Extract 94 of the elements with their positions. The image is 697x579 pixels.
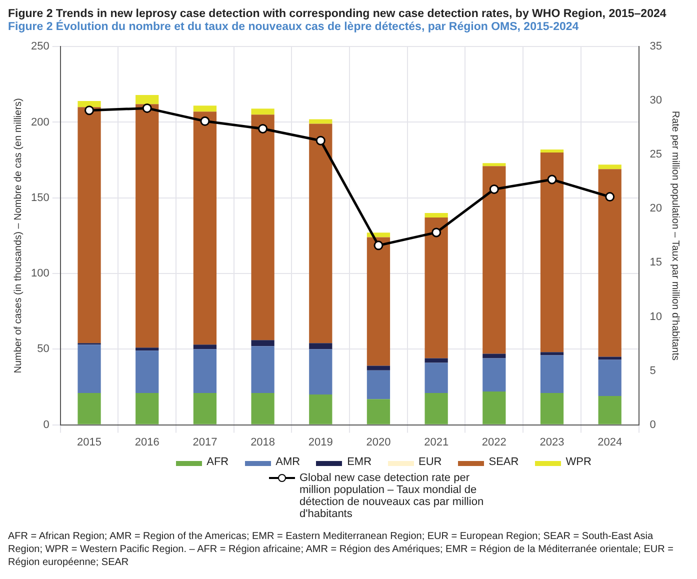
- bar: [251, 346, 274, 394]
- x-tick-label: 2015: [77, 436, 102, 448]
- bar: [482, 166, 506, 354]
- x-tick-label: 2020: [366, 436, 391, 448]
- x-tick-label: 2017: [192, 436, 218, 448]
- bar: [309, 349, 332, 395]
- bar: [482, 358, 506, 392]
- bar: [136, 348, 159, 351]
- point: [200, 116, 210, 126]
- bar: [540, 152, 564, 352]
- bar: [136, 104, 159, 348]
- bar: [78, 101, 101, 108]
- x-tick-label: 2023: [540, 436, 564, 448]
- point: [374, 240, 384, 250]
- bar: [251, 340, 274, 346]
- bar: [193, 393, 217, 424]
- bar: [366, 237, 390, 366]
- bar: [366, 370, 390, 400]
- bar: [78, 344, 101, 394]
- bar: [598, 164, 622, 170]
- legend-label: Global new case detection rate per million population – Taux mondial de détection de nouveaux cas par million d'habitants: [300, 472, 485, 520]
- bar: [424, 213, 448, 218]
- bar: [540, 393, 564, 424]
- bar: [598, 169, 622, 357]
- y-tick-label: 200: [30, 116, 50, 128]
- bar: [366, 399, 390, 424]
- x-tick-label: 2022: [482, 436, 506, 448]
- bar: [309, 124, 332, 344]
- y2-tick-label: 20: [650, 202, 662, 215]
- bar: [251, 108, 274, 115]
- bar: [424, 393, 448, 424]
- y2-tick-label: 35: [650, 40, 662, 53]
- y2-tick-label: 5: [650, 364, 656, 377]
- bar: [78, 393, 101, 424]
- bar: [482, 163, 506, 166]
- legend-label: EUR: [418, 456, 442, 468]
- y2-tick-label: 25: [650, 148, 662, 161]
- bar: [424, 218, 448, 358]
- x-tick-label: 2016: [134, 436, 160, 448]
- bar: [366, 366, 390, 370]
- y-tick-label: 100: [30, 268, 50, 280]
- y-tick-label: 150: [30, 192, 50, 204]
- legend-label: EMR: [347, 456, 372, 468]
- x-tick-label: 2018: [250, 436, 276, 448]
- bar: [251, 114, 274, 340]
- bar: [598, 356, 622, 360]
- bar: [424, 362, 448, 394]
- bar: [598, 396, 622, 424]
- chart-title: Figure 2 Trends in new leprosy case detection with corresponding new case detection rates, by WHO Region, 2015–2024: [8, 8, 668, 20]
- bar: [193, 344, 217, 350]
- bar: [193, 106, 217, 112]
- point: [605, 192, 615, 202]
- bar: [309, 119, 332, 124]
- y-tick-label: 50: [37, 343, 50, 356]
- point: [489, 184, 499, 194]
- y-tick-label: 250: [30, 40, 50, 53]
- bar: [482, 392, 506, 424]
- legend-label: SEAR: [488, 456, 519, 468]
- chart-subtitle: Figure 2 Évolution du nombre et du taux de nouveaux cas de lèpre détectés, par Région OMS, 2015-2024: [8, 21, 580, 33]
- y2-tick-label: 0: [650, 418, 656, 431]
- legend-label: AFR: [206, 456, 229, 468]
- bar: [78, 107, 101, 344]
- y2-tick-label: 10: [650, 310, 662, 323]
- y2-axis-title: Rate per million population – Taux par million d'habitants: [669, 110, 680, 361]
- bar: [136, 95, 159, 104]
- point: [258, 124, 268, 134]
- y2-tick-label: 15: [650, 256, 662, 269]
- bar: [136, 350, 159, 394]
- bar: [136, 393, 159, 424]
- bar: [309, 343, 332, 350]
- point: [316, 136, 326, 146]
- x-tick-label: 2019: [308, 436, 333, 448]
- bar: [598, 360, 622, 396]
- text: AFR = African Region; AMR = Region of the Americas; EMR = Eastern Mediterranean Region; EUR = European Region; SEAR = South-East Asia Region; WPR = Western Pacific Region. – AFR = Région africaine; AMR = Région des Amériques; EMR = Région de la Méditerranée orientale; EUR = Région européenne; SEAR: [8, 530, 674, 569]
- point: [432, 228, 442, 238]
- bar: [193, 349, 217, 394]
- y2-tick-label: 30: [650, 94, 662, 107]
- bar: [424, 358, 448, 363]
- legend-label: AMR: [276, 456, 300, 468]
- bar: [482, 354, 506, 358]
- point: [142, 103, 152, 113]
- bar: [540, 149, 564, 152]
- x-tick-label: 2021: [424, 436, 449, 448]
- bar: [540, 355, 564, 394]
- x-tick-label: 2024: [598, 436, 622, 448]
- point: [84, 106, 94, 116]
- bar: [540, 352, 564, 356]
- y-axis-title: Number of cases (in thousands) – Nombre de cas (en milliers): [12, 98, 24, 374]
- point: [547, 174, 557, 184]
- y-tick-label: 0: [43, 418, 50, 431]
- bar: [251, 393, 274, 424]
- bar: [309, 394, 332, 424]
- bar: [193, 112, 217, 345]
- legend-label: WPR: [566, 456, 592, 468]
